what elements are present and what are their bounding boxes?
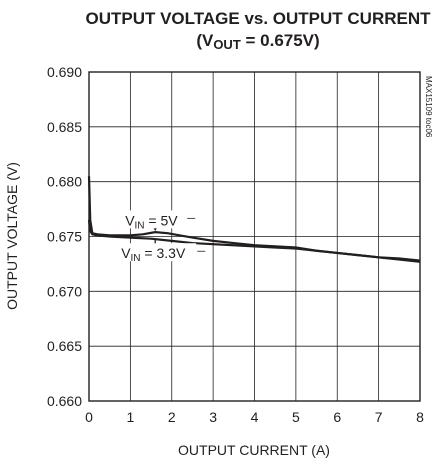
chart-subtitle-prefix: (V	[196, 31, 214, 50]
x-axis-label: OUTPUT CURRENT (A)	[178, 442, 330, 458]
annotation-label-bg	[118, 243, 197, 262]
plot-frame	[88, 71, 421, 402]
annotation-label-bg	[122, 210, 187, 229]
x-tick-label: 6	[333, 409, 341, 425]
series-line-vin-3-3v	[87, 219, 421, 263]
figure-code: MAX15109 toc06	[424, 76, 433, 138]
x-tick-label: 0	[85, 409, 93, 425]
x-tick-label: 2	[168, 409, 176, 425]
y-tick-label: 0.670	[47, 283, 82, 299]
y-tick-label: 0.675	[47, 229, 82, 245]
tick-labels: 0 1 2 3 4 5 6 7 8 0.660 0.665 0.670 0.675 0.680 0.685 0…	[47, 64, 424, 425]
y-tick-label: 0.660	[47, 393, 82, 409]
x-tick-label: 7	[375, 409, 383, 425]
y-tick-label: 0.680	[47, 174, 82, 190]
x-tick-label: 5	[292, 409, 300, 425]
annotation-label: VIN = 5V	[125, 212, 178, 231]
x-tick-label: 1	[126, 409, 134, 425]
chart-subtitle-sub: OUT	[213, 37, 241, 52]
x-tick-label: 4	[251, 409, 259, 425]
series-group	[87, 176, 421, 263]
chart-title: OUTPUT VOLTAGE vs. OUTPUT CURRENT	[85, 9, 431, 28]
x-tick-label: 3	[209, 409, 217, 425]
y-tick-label: 0.690	[47, 64, 82, 80]
chart-subtitle: (VOUT = 0.675V)	[196, 31, 319, 52]
x-tick-label: 8	[416, 409, 424, 425]
chart-subtitle-suffix: = 0.675V)	[241, 31, 320, 50]
annotations: VIN = 5V VIN = 3.3V	[118, 210, 206, 264]
y-tick-label: 0.685	[47, 119, 82, 135]
y-axis-label: OUTPUT VOLTAGE (V)	[4, 162, 20, 310]
annotation-label: VIN = 3.3V	[121, 245, 186, 264]
grid	[89, 72, 420, 401]
y-tick-label: 0.665	[47, 338, 82, 354]
